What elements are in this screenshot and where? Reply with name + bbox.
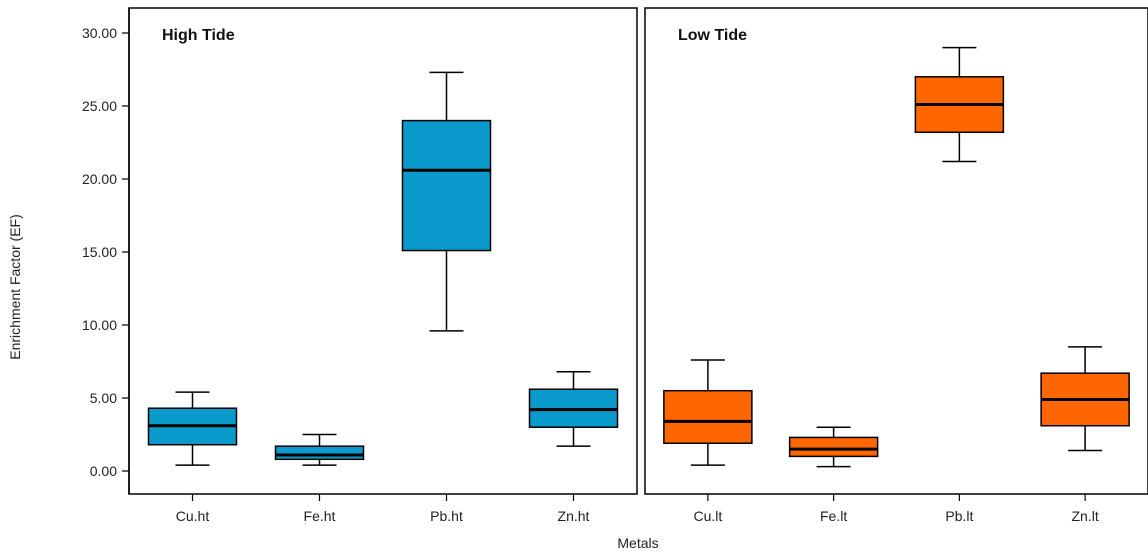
box-zn-ht [528,370,619,447]
box-fe-ht [274,433,365,466]
x-tick-label: Pb.lt [945,508,973,524]
iqr-box [663,389,753,445]
x-tick-label: Zn.ht [558,508,590,524]
y-tick-label: 25.00 [82,98,117,114]
panel-layer: High Tide Low Tide [128,7,1148,495]
box-pb-ht [401,71,492,332]
axis-layer: 0.00 5.00 10.00 15.00 20.00 25.00 30.00 Cu.ht Fe… [82,8,1099,524]
x-tick-label: Zn.lt [1072,508,1099,524]
y-tick-label: 10.00 [82,317,117,333]
panel-frame-high-tide [128,7,638,495]
box-pb-lt [914,46,1005,163]
y-axis-title: Enrichment Factor (EF) [7,214,23,359]
x-tick-label: Pb.ht [430,508,463,524]
box-layer [147,46,1130,468]
box-fe-lt [788,426,879,468]
panel-title: Low Tide [678,27,747,44]
iqr-box [274,445,365,461]
box-cu-lt [663,359,753,466]
x-axis-title: Metals [617,535,658,551]
y-tick-label: 5.00 [90,390,117,406]
panel-frame-low-tide [644,7,1148,495]
iqr-box [788,436,879,458]
x-tick-label: Cu.lt [693,508,722,524]
box-zn-lt [1040,346,1130,452]
box-cu-ht [147,391,238,466]
x-tick-label: Cu.ht [176,508,210,524]
y-tick-label: 30.00 [82,25,117,41]
y-tick-label: 0.00 [90,463,117,479]
y-tick-label: 20.00 [82,171,117,187]
panel-title: High Tide [162,27,235,44]
x-tick-label: Fe.lt [820,508,847,524]
x-tick-label: Fe.ht [304,508,336,524]
y-tick-label: 15.00 [82,244,117,260]
iqr-box [401,119,492,252]
